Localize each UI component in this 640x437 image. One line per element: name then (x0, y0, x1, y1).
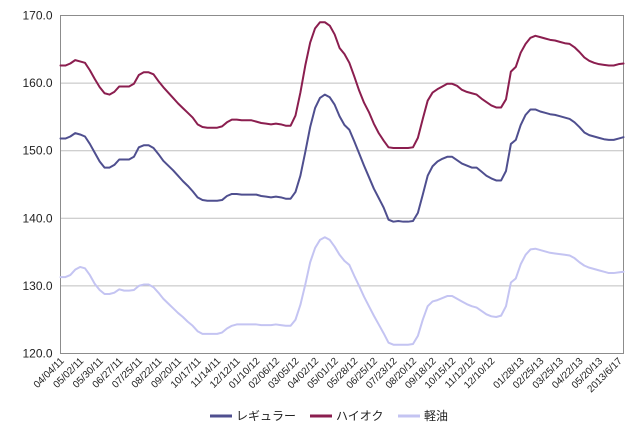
series-line-1 (59, 21, 625, 149)
y-tick-label: 160.0 (22, 76, 52, 90)
y-axis-ticks: 120.0 130.0 140.0 150.0 160.0 170.0 (22, 9, 52, 361)
legend-label-2: 軽油 (424, 409, 448, 423)
legend: レギュラー ハイオク 軽油 (210, 409, 448, 423)
legend-label-0: レギュラー (236, 409, 296, 423)
y-tick-label: 120.0 (22, 347, 52, 361)
gridlines (60, 15, 624, 354)
y-tick-label: 170.0 (22, 9, 52, 23)
x-axis-ticks: 04/04/1105/02/1105/30/1106/27/1107/25/11… (32, 356, 625, 396)
y-tick-label: 150.0 (22, 144, 52, 158)
legend-label-1: ハイオク (336, 409, 384, 423)
y-tick-label: 140.0 (22, 211, 52, 225)
series-lines (59, 21, 625, 346)
y-tick-label: 130.0 (22, 279, 52, 293)
series-line-0 (59, 93, 625, 223)
plot-frame (60, 15, 624, 354)
series-line-2 (59, 236, 625, 346)
